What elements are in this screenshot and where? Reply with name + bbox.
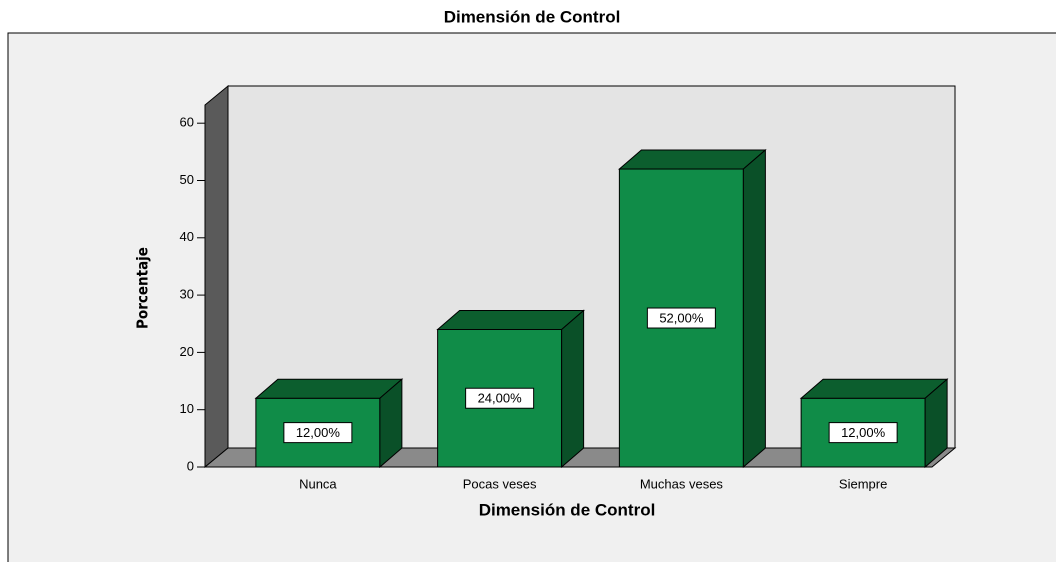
bar-top [436, 309, 585, 330]
side-wall [204, 84, 229, 469]
x-tick-label: Siempre [839, 476, 887, 491]
value-label-box [828, 422, 898, 444]
value-label: 24,00% [478, 391, 523, 406]
bar-side [742, 148, 766, 469]
y-tick-label: 30 [180, 287, 194, 302]
x-tick-label: Muchas veses [640, 476, 724, 491]
value-label-box [283, 422, 353, 444]
x-tick-label: Pocas veses [463, 476, 537, 491]
x-tick-label: Nunca [299, 476, 337, 491]
bar-side [379, 378, 403, 469]
value-label: 12,00% [841, 425, 886, 440]
y-tick-label: 20 [180, 344, 194, 359]
x-axis-label: Dimensión de Control [479, 500, 656, 519]
y-axis-label: Porcentaje [134, 247, 152, 329]
bar-top [799, 378, 949, 399]
y-tick-label: 0 [187, 458, 194, 473]
chart-title: Dimensión de Control [444, 7, 621, 26]
bar-top [254, 378, 404, 399]
y-tick-label: 40 [180, 229, 194, 244]
bar-side [561, 309, 585, 469]
value-label-box [646, 307, 716, 329]
bar-top [618, 149, 767, 170]
bar-side [924, 378, 948, 469]
y-tick-label: 60 [180, 115, 194, 130]
value-label-box [465, 387, 535, 409]
value-label: 52,00% [659, 310, 704, 325]
y-tick-label: 10 [180, 401, 194, 416]
value-label: 12,00% [296, 425, 341, 440]
y-tick-label: 50 [180, 172, 194, 187]
